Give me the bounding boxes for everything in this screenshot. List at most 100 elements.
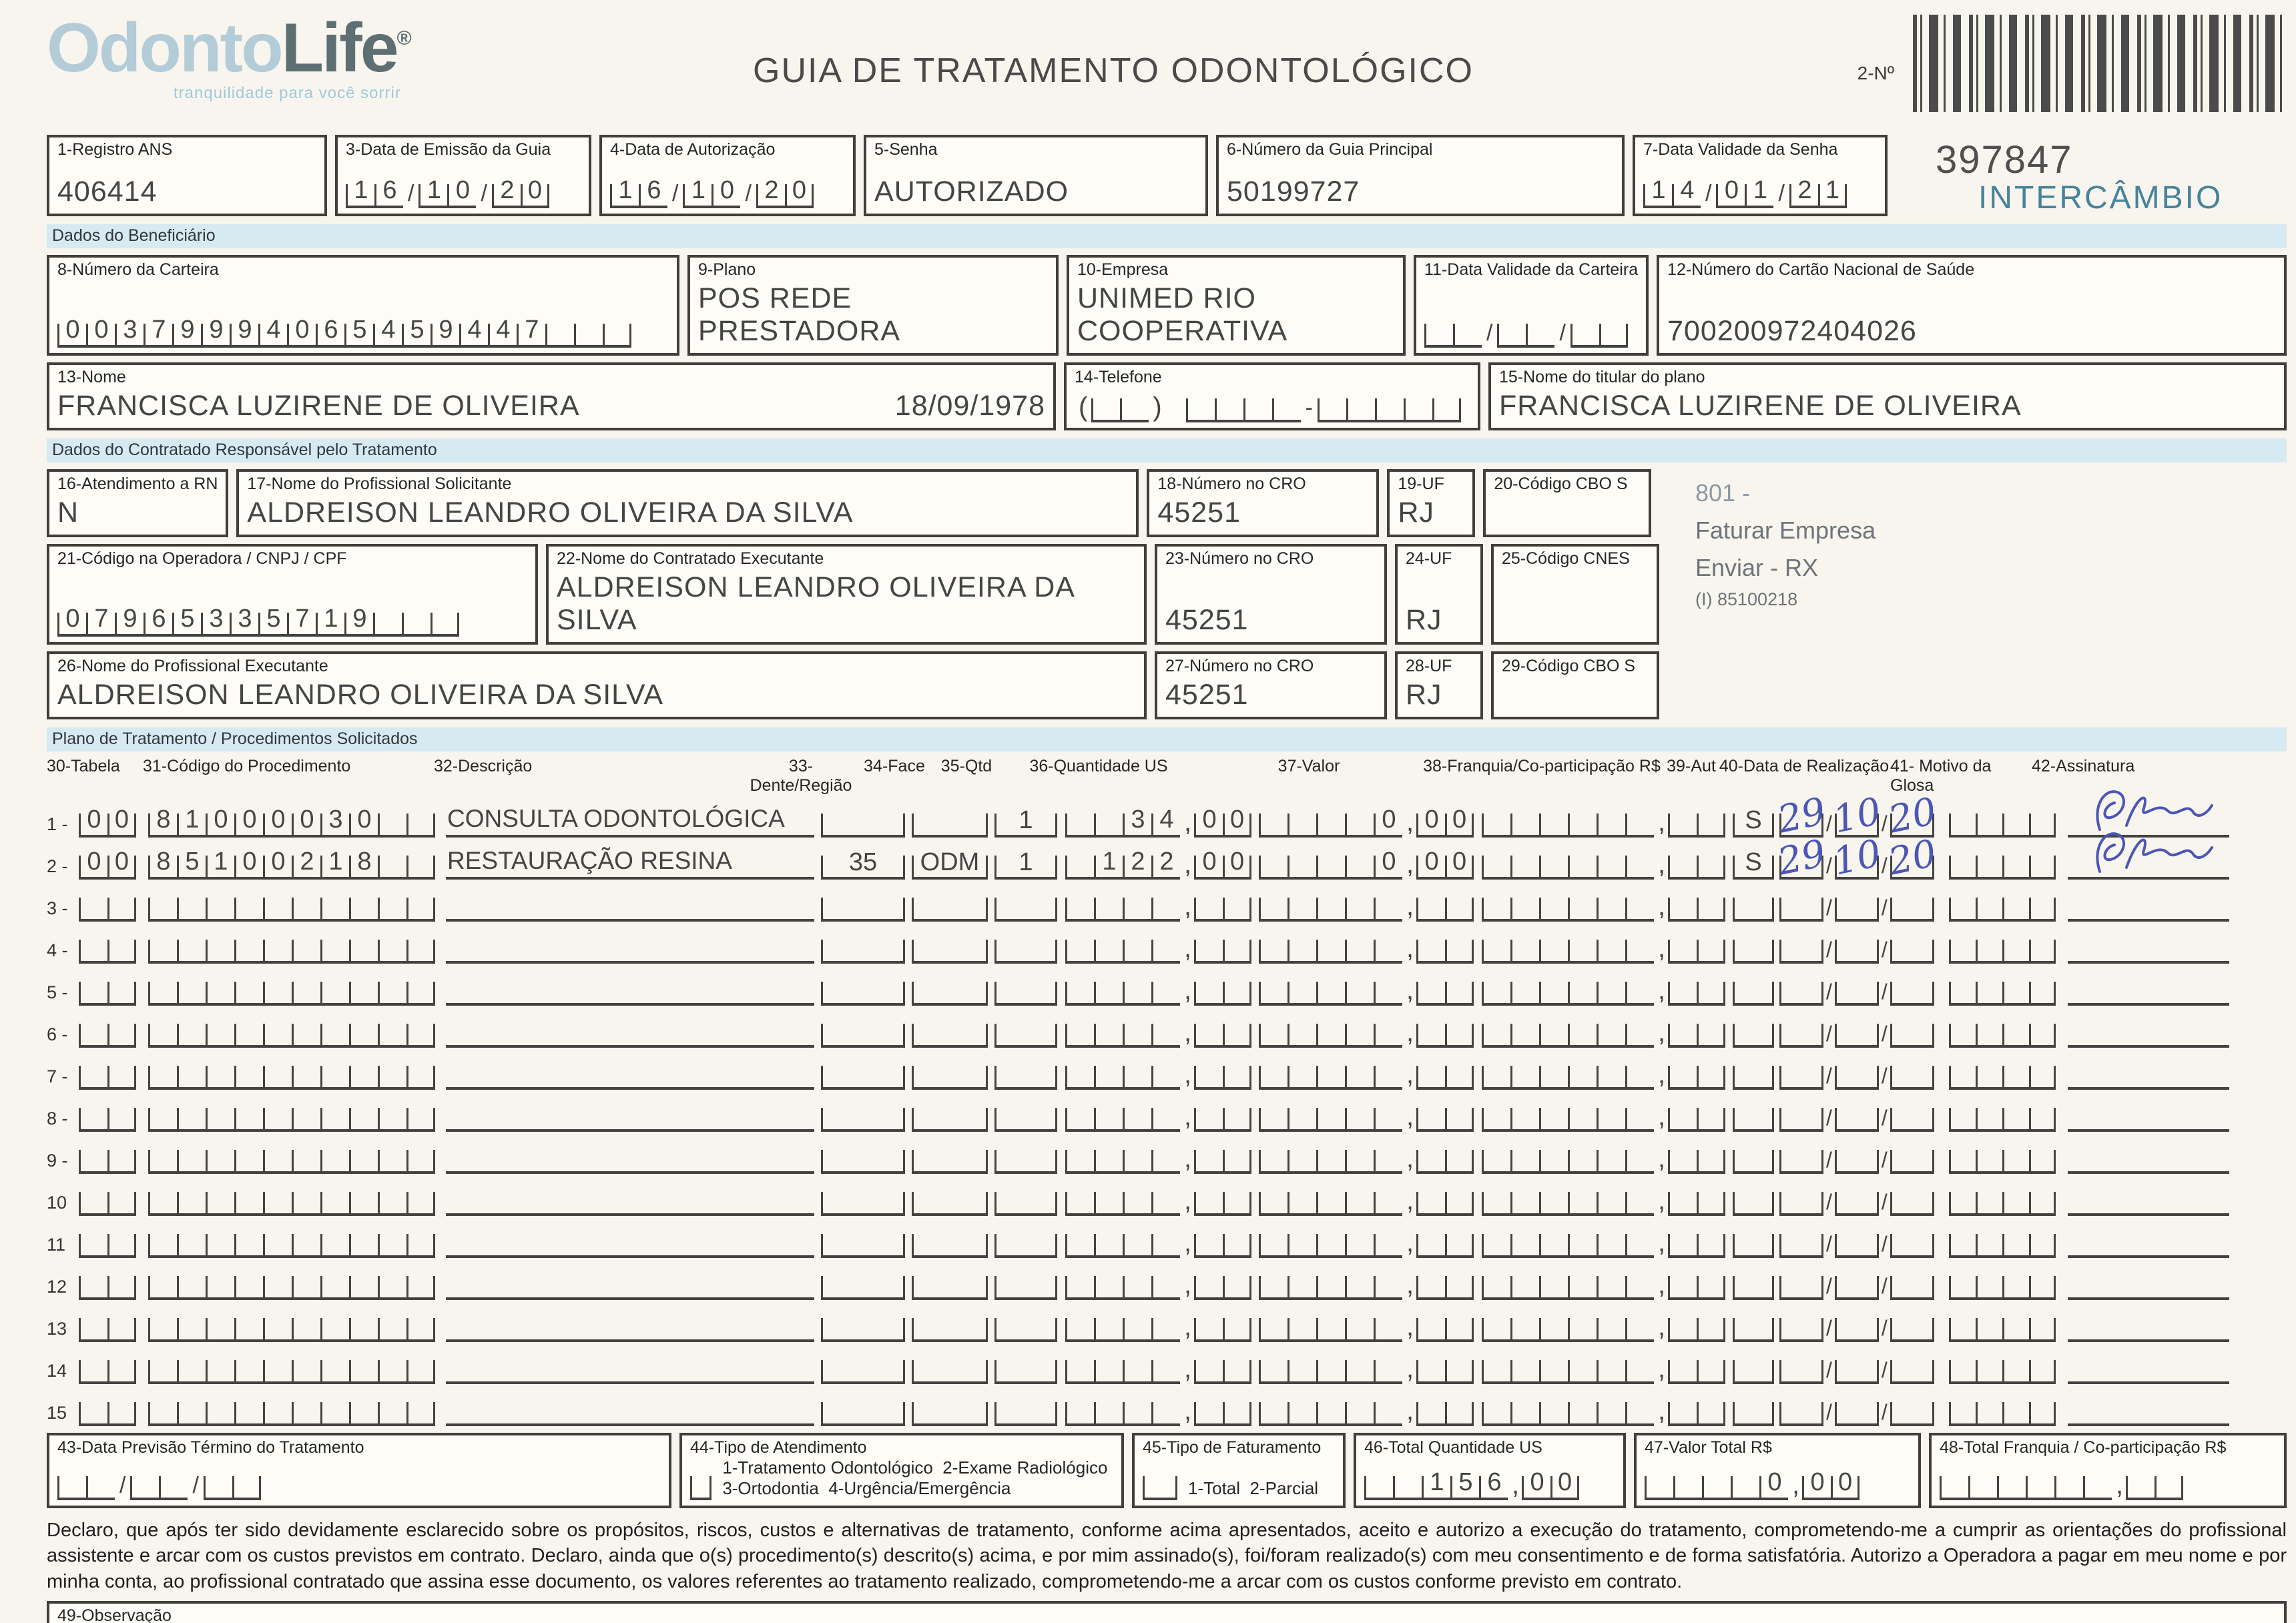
- qtd-cell: [994, 940, 1057, 964]
- qtd-cell: [994, 1024, 1057, 1048]
- intercambio-stamp: INTERCÂMBIO: [1978, 180, 2223, 216]
- field-label: 3-Data de Emissão da Guia: [346, 140, 551, 159]
- tabela-cells: [79, 940, 143, 964]
- field-plano: 9-Plano POS REDE PRESTADORA: [687, 255, 1059, 356]
- col-tabela: 30-Tabela: [47, 757, 120, 775]
- row-number: 7 -: [47, 1066, 68, 1086]
- realization-date: / /: [1779, 896, 1944, 922]
- field-guia-principal: 6-Número da Guia Principal 50199727: [1216, 135, 1625, 216]
- tabela-cells: [79, 1402, 143, 1426]
- field-label: 24-UF: [1406, 549, 1452, 568]
- face-cell: [912, 1150, 988, 1174]
- procedure-description: [446, 1127, 814, 1132]
- table-row: 12 , , , / /: [47, 1258, 2287, 1300]
- glosa-cells: [1949, 1066, 2061, 1090]
- col-codigo: 31-Código do Procedimento: [143, 757, 351, 775]
- codigo-cells: [148, 1150, 439, 1174]
- col-valor: 37-Valor: [1277, 757, 1340, 775]
- aut-cell: [1733, 1108, 1774, 1132]
- date-cells: 1 6/1 0/2 0: [610, 176, 845, 208]
- phone-cells: () -: [1075, 392, 1470, 422]
- birth-date: 18/09/1978: [894, 390, 1045, 422]
- aut-cell: S: [1733, 848, 1774, 880]
- billing-stamp: 801 - Faturar Empresa Enviar - RX (I) 85…: [1695, 474, 1876, 614]
- field-data-emissao: 3-Data de Emissão da Guia 1 6/1 0/2 0: [335, 135, 591, 216]
- row-number: 14: [47, 1361, 67, 1381]
- field-uf-solicitante: 19-UF RJ: [1387, 469, 1476, 537]
- table-row: 15 , , , / /: [47, 1384, 2287, 1426]
- table-header: 30-Tabela 31-Código do Procedimento 32-D…: [47, 757, 2287, 795]
- date-cells: 1 4/0 1/2 1: [1643, 176, 1877, 208]
- field-empresa: 10-Empresa UNIMED RIO COOPERATIVA: [1067, 255, 1406, 356]
- franquia-cells: ,: [1482, 934, 1727, 964]
- glosa-cells: [1949, 1402, 2061, 1426]
- table-row: 5 - , , , / /: [47, 964, 2287, 1006]
- realization-date: / /: [1779, 1106, 1944, 1132]
- stamp-line: (I) 85100218: [1695, 589, 1798, 610]
- barcode-number-label: 2-Nº: [1857, 63, 1894, 83]
- codigo-cells: [148, 940, 439, 964]
- row-signature-area: [2068, 1273, 2229, 1300]
- dente-cell: [821, 1402, 905, 1426]
- dente-cell: [821, 1024, 905, 1048]
- faturamento-options: 1-Total 2-Parcial: [1188, 1478, 1319, 1498]
- face-cell: [912, 982, 988, 1006]
- field-cbo-solicitante: 20-Código CBO S: [1483, 469, 1652, 537]
- guide-number: 397847: [1936, 138, 2073, 182]
- field-label: 29-Código CBO S: [1502, 657, 1636, 675]
- quantidade-us-cells: ,: [1065, 1144, 1253, 1174]
- field-label: 8-Número da Carteira: [57, 260, 219, 279]
- field-tipo-faturamento: 45-Tipo de Faturamento 1-Total 2-Parcial: [1132, 1433, 1346, 1508]
- tabela-cells: [79, 982, 143, 1006]
- procedure-description: [446, 917, 814, 922]
- row-signature-area: [2068, 1189, 2229, 1216]
- field-value: 45251: [1165, 604, 1249, 636]
- face-cell: [912, 1024, 988, 1048]
- aut-cell: [1733, 1234, 1774, 1258]
- face-cell: [912, 898, 988, 922]
- franquia-cells: ,: [1482, 807, 1727, 838]
- face-cell: [912, 1402, 988, 1426]
- section-contratado: Dados do Contratado Responsável pelo Tra…: [47, 438, 2287, 462]
- row-signature-area: [2068, 895, 2229, 922]
- realization-date: / /: [1779, 1148, 1944, 1174]
- field-value: N: [57, 497, 79, 529]
- quantidade-us-cells: ,: [1065, 1312, 1253, 1342]
- realization-date: / /: [1779, 938, 1944, 964]
- aut-cell: [1733, 898, 1774, 922]
- tabela-cells: [79, 1066, 143, 1090]
- table-row: 4 - , , , / /: [47, 922, 2287, 964]
- row-signature-area: [2068, 832, 2229, 880]
- field-label: 43-Data Previsão Término do Tratamento: [57, 1438, 364, 1457]
- face-cell: [912, 1318, 988, 1342]
- franquia-cells: ,: [1482, 1228, 1727, 1258]
- field-label: 18-Número no CRO: [1157, 474, 1306, 493]
- tabela-cells: [79, 1318, 143, 1342]
- quantidade-us-cells: ,: [1065, 1186, 1253, 1216]
- procedure-description: CONSULTA ODONTOLÓGICA: [446, 805, 814, 838]
- logo-odonto: Odonto: [47, 9, 284, 87]
- dente-cell: [821, 1066, 905, 1090]
- procedure-description: [446, 1379, 814, 1384]
- valor-cells: ,: [1259, 934, 1476, 964]
- realization-date: 29/10/20: [1774, 789, 1941, 842]
- field-value: RJ: [1406, 679, 1442, 711]
- franquia-cells: ,: [1482, 892, 1727, 922]
- aut-cell: [1733, 1276, 1774, 1300]
- row-signature-area: [2068, 1021, 2229, 1048]
- valor-cells: ,: [1259, 1312, 1476, 1342]
- date-cells: / /: [57, 1473, 661, 1500]
- field-cro-profissional: 27-Número no CRO 45251: [1155, 651, 1387, 719]
- col-franquia: 38-Franquia/Co-participação R$: [1423, 757, 1661, 775]
- procedure-description: [446, 1253, 814, 1258]
- tabela-cells: [79, 1150, 143, 1174]
- codigo-cells: [148, 898, 439, 922]
- row-signature-area: [2068, 1105, 2229, 1132]
- face-cell: [912, 1276, 988, 1300]
- face-cell: [912, 1234, 988, 1258]
- field-cbo-profissional: 29-Código CBO S: [1491, 651, 1659, 719]
